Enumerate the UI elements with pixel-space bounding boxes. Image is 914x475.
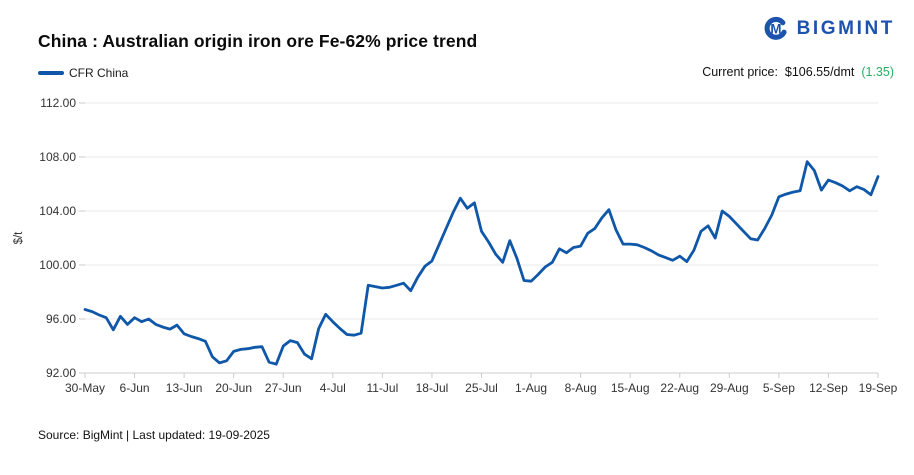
y-axis-title: $/t [13,231,25,245]
price-line-series[interactable] [83,160,880,366]
x-axis-label: 15-Aug [611,381,650,395]
x-axis-label: 20-Jun [215,381,252,395]
x-axis-label: 4-Jul [320,381,346,395]
brand-logo: M BIGMINT [762,15,895,43]
x-axis-label: 18-Jul [416,381,449,395]
bigmint-logo-icon: M [762,15,790,43]
x-axis-label: 11-Jul [366,381,398,395]
x-axis-label: 8-Aug [565,381,597,395]
x-axis-label: 1-Aug [515,381,547,395]
y-axis-label: 92.00 [46,366,76,380]
x-axis-label: 5-Sep [763,381,795,395]
x-axis-label: 19-Sep [859,381,898,395]
current-price-value: $106.55/dmt [784,65,858,79]
svg-text:M: M [770,21,781,36]
page-title: China : Australian origin iron ore Fe-62… [38,31,478,51]
brand-name: BIGMINT [796,18,895,39]
legend-line-swatch [38,71,64,75]
x-axis-label: 25-Jul [465,381,498,395]
current-price-label: Current price: [702,65,782,79]
x-axis-label: 30-May [65,381,105,395]
x-axis-label: 12-Sep [809,381,848,395]
source-note: Source: BigMint | Last updated: 19-09-20… [38,428,270,442]
y-axis-label: 96.00 [46,312,76,326]
y-axis-label: 100.00 [39,258,76,272]
y-axis-label: 112.00 [40,96,76,110]
y-axis-label: 108.00 [39,150,76,164]
x-axis-label: 13-Jun [166,381,203,395]
legend-series-label: CFR China [69,66,129,80]
x-axis-label: 6-Jun [120,381,150,395]
chart-legend[interactable]: CFR China [38,66,128,80]
x-axis-label: 27-Jun [265,381,302,395]
y-axis-label: 104.00 [39,204,76,218]
current-price: Current price: $106.55/dmt (1.35) [702,65,894,79]
x-axis-label: 29-Aug [710,381,749,395]
current-price-change: (1.35) [861,65,894,79]
x-axis-label: 22-Aug [660,381,699,395]
